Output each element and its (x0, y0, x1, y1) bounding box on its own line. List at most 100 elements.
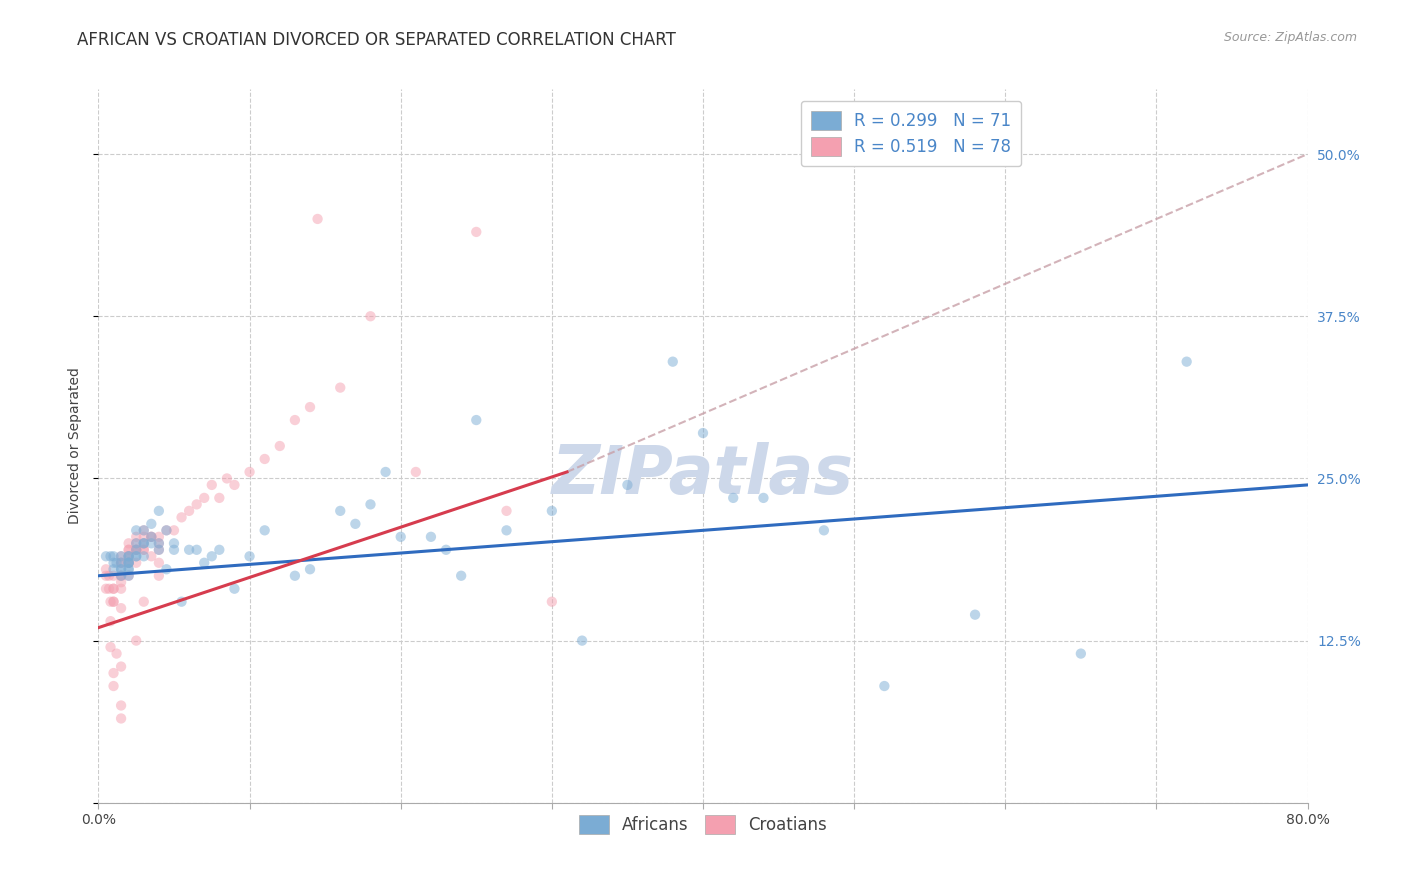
Point (125, 633, 148, 648)
Point (201, 478, 224, 492)
Point (125, 530, 148, 544)
Y-axis label: Divorced or Separated: Divorced or Separated (69, 368, 83, 524)
Point (94, 562, 117, 576)
Point (118, 556, 141, 570)
Point (118, 556, 141, 570)
Point (186, 497, 208, 511)
Point (299, 400, 322, 414)
Text: Source: ZipAtlas.com: Source: ZipAtlas.com (1223, 31, 1357, 45)
Point (155, 524, 177, 538)
Point (132, 542, 155, 557)
Point (110, 568, 132, 582)
Point (100, 549, 122, 564)
Point (495, 524, 517, 538)
Point (118, 562, 141, 576)
Point (125, 536, 148, 550)
Point (103, 568, 125, 582)
Point (118, 562, 141, 576)
Point (110, 582, 132, 596)
Point (540, 595, 562, 609)
Point (118, 549, 141, 564)
Point (186, 542, 208, 557)
Point (284, 568, 307, 582)
Point (692, 425, 714, 440)
Point (118, 542, 141, 557)
Point (141, 536, 163, 550)
Point (465, 225, 488, 239)
Point (155, 524, 177, 538)
Point (163, 524, 186, 538)
Text: AFRICAN VS CROATIAN DIVORCED OR SEPARATED CORRELATION CHART: AFRICAN VS CROATIAN DIVORCED OR SEPARATE… (77, 31, 676, 49)
Point (100, 595, 122, 609)
Text: ZIPatlas: ZIPatlas (553, 442, 853, 508)
Point (374, 465, 396, 479)
Point (405, 465, 427, 479)
Point (118, 542, 141, 557)
Point (132, 536, 155, 550)
Point (110, 568, 132, 582)
Point (125, 556, 148, 570)
Point (103, 595, 125, 609)
Point (118, 568, 141, 582)
Point (110, 698, 132, 713)
Point (1175, 354, 1198, 368)
Point (110, 711, 132, 725)
Point (284, 413, 307, 427)
Point (269, 439, 291, 453)
Point (118, 568, 141, 582)
Point (125, 549, 148, 564)
Point (495, 504, 517, 518)
Point (148, 536, 170, 550)
Point (193, 491, 215, 505)
Point (110, 601, 132, 615)
Point (193, 556, 215, 570)
Point (118, 556, 141, 570)
Point (307, 211, 329, 226)
Point (329, 381, 352, 395)
Point (125, 536, 148, 550)
Legend: Africans, Croatians: Africans, Croatians (572, 808, 834, 841)
Point (965, 607, 987, 622)
Point (224, 582, 246, 596)
Point (179, 504, 201, 518)
Point (125, 524, 148, 538)
Point (132, 524, 155, 538)
Point (110, 575, 132, 590)
Point (118, 556, 141, 570)
Point (118, 556, 141, 570)
Point (148, 542, 170, 557)
Point (100, 640, 122, 654)
Point (103, 582, 125, 596)
Point (125, 542, 148, 557)
Point (103, 666, 125, 681)
Point (125, 542, 148, 557)
Point (179, 542, 201, 557)
Point (118, 536, 141, 550)
Point (170, 510, 193, 524)
Point (103, 549, 125, 564)
Point (132, 549, 155, 564)
Point (344, 516, 367, 531)
Point (105, 647, 128, 661)
Point (132, 536, 155, 550)
Point (215, 471, 238, 485)
Point (132, 536, 155, 550)
Point (94, 549, 117, 564)
Point (103, 582, 125, 596)
Point (148, 568, 170, 582)
Point (148, 504, 170, 518)
Point (110, 556, 132, 570)
Point (103, 679, 125, 693)
Point (125, 542, 148, 557)
Point (208, 542, 231, 557)
Point (465, 413, 488, 427)
Point (239, 549, 262, 564)
Point (239, 465, 262, 479)
Point (155, 562, 177, 576)
Point (389, 530, 412, 544)
Point (163, 542, 186, 557)
Point (540, 504, 562, 518)
Point (118, 549, 141, 564)
Point (110, 659, 132, 673)
Point (94, 582, 117, 596)
